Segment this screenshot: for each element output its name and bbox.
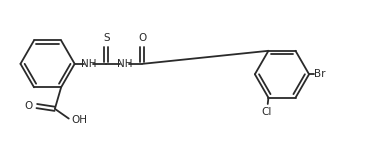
- Text: NH: NH: [81, 59, 96, 69]
- Text: NH: NH: [117, 59, 132, 69]
- Text: OH: OH: [71, 115, 87, 125]
- Text: O: O: [24, 101, 32, 111]
- Text: O: O: [138, 33, 146, 43]
- Text: Br: Br: [314, 69, 326, 79]
- Text: S: S: [103, 33, 110, 43]
- Text: Cl: Cl: [261, 107, 272, 117]
